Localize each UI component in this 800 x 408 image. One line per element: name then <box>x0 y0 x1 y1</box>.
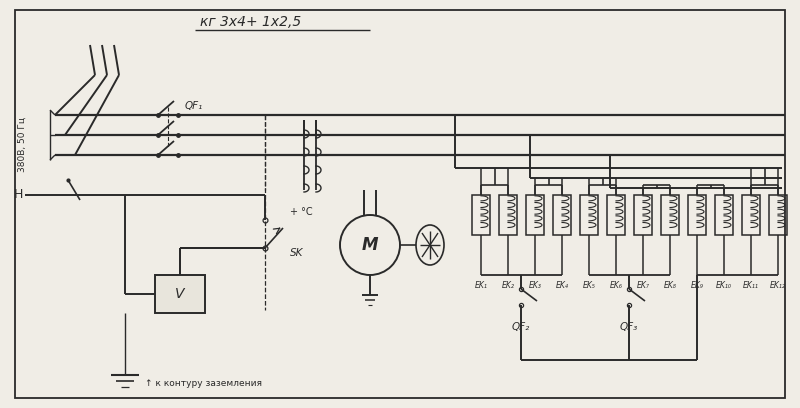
Bar <box>634 195 652 235</box>
Text: 380В, 50 Гц: 380В, 50 Гц <box>18 118 26 173</box>
Bar <box>499 195 517 235</box>
Bar <box>580 195 598 235</box>
Bar <box>607 195 625 235</box>
Text: EK₂: EK₂ <box>502 281 514 290</box>
Text: EK₄: EK₄ <box>555 281 569 290</box>
Text: SK: SK <box>290 248 303 258</box>
Text: EK₇: EK₇ <box>637 281 650 290</box>
Bar <box>155 275 205 313</box>
Text: EK₆: EK₆ <box>610 281 622 290</box>
Text: EK₃: EK₃ <box>529 281 542 290</box>
Bar <box>472 195 490 235</box>
Bar <box>553 195 571 235</box>
Bar <box>661 195 679 235</box>
Text: M: M <box>362 236 378 254</box>
Bar <box>688 195 706 235</box>
Text: Н: Н <box>14 188 22 202</box>
Text: QF₁: QF₁ <box>185 101 203 111</box>
Text: EK₁: EK₁ <box>474 281 487 290</box>
Text: EK₅: EK₅ <box>582 281 595 290</box>
Bar <box>769 195 787 235</box>
Text: V: V <box>175 287 185 301</box>
Text: кг 3х4+ 1х2,5: кг 3х4+ 1х2,5 <box>200 15 302 29</box>
Bar <box>715 195 733 235</box>
Text: QF₃: QF₃ <box>620 322 638 332</box>
Text: QF₂: QF₂ <box>512 322 530 332</box>
Text: EK₈: EK₈ <box>663 281 677 290</box>
Bar <box>526 195 544 235</box>
Text: ↑ к контуру заземления: ↑ к контуру заземления <box>145 379 262 388</box>
Text: EK₁₂: EK₁₂ <box>770 281 786 290</box>
Text: EK₁₀: EK₁₀ <box>716 281 732 290</box>
Text: EK₉: EK₉ <box>690 281 703 290</box>
Bar <box>742 195 760 235</box>
Text: EK₁₁: EK₁₁ <box>743 281 759 290</box>
Text: + °C: + °C <box>290 207 313 217</box>
